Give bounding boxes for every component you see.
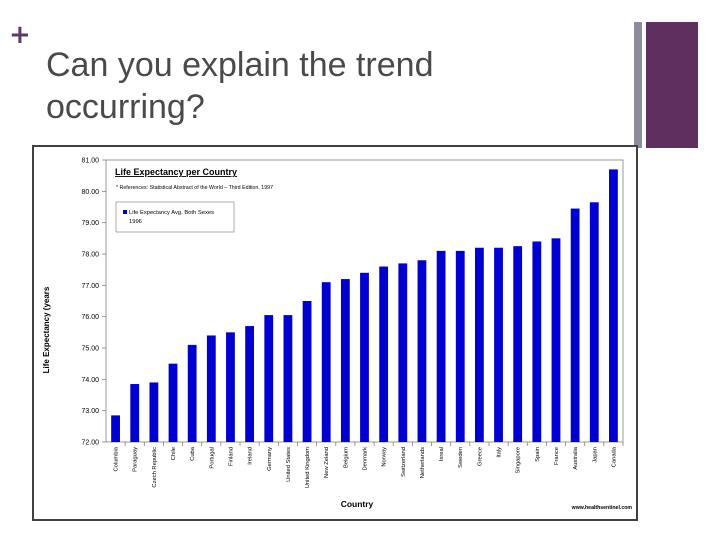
bar xyxy=(436,250,446,442)
bar xyxy=(513,246,523,442)
x-tick-label: Chile xyxy=(171,447,177,460)
x-tick-label: Sweden xyxy=(458,447,464,468)
x-tick-label: Spain xyxy=(535,447,541,462)
x-tick-label: Greece xyxy=(477,447,483,466)
y-tick-label: 80.00 xyxy=(81,189,99,196)
x-tick-label: Norway xyxy=(382,447,388,467)
bar xyxy=(532,241,542,442)
x-tick-label: Ireland xyxy=(248,447,254,465)
x-tick-label: Germany xyxy=(267,447,273,471)
chart-title: Life Expectancy per Country xyxy=(115,167,237,177)
x-tick-label: France xyxy=(554,447,560,465)
accent-bar-grey xyxy=(634,22,642,148)
x-tick-label: Czech Republic xyxy=(152,447,158,488)
x-tick-label: New Zeland xyxy=(324,447,330,478)
bar xyxy=(589,202,599,442)
legend-box xyxy=(115,201,235,233)
x-tick-label: Italy xyxy=(497,447,503,458)
y-tick-label: 74.00 xyxy=(81,377,99,384)
y-tick-label: 75.00 xyxy=(81,346,99,353)
x-tick-label: Japan xyxy=(592,447,598,463)
bar xyxy=(264,315,274,442)
legend-swatch xyxy=(123,210,127,214)
slide-title: Can you explain the trend occurring? xyxy=(46,46,434,126)
y-tick-label: 78.00 xyxy=(81,252,99,259)
x-tick-label: Singapore xyxy=(516,447,522,473)
chart-reference: * References: Statistical Abstract of th… xyxy=(116,185,273,191)
life-expectancy-chart: 72.00 73.00 74.00 75.00 76.00 77.00 78.00 79.00… xyxy=(42,158,633,512)
bar xyxy=(226,332,235,442)
bar xyxy=(206,335,216,442)
bar xyxy=(474,247,484,442)
bullet-plus: + xyxy=(9,20,31,50)
chart-x-labels: Columbia Paraguay Czech Republic Chile Cuba P… xyxy=(114,442,624,488)
x-tick-label: Denmark xyxy=(363,447,369,471)
bar xyxy=(609,169,618,442)
y-axis-label: Life Expectancy (years xyxy=(42,286,51,373)
x-tick-label: Netherlands xyxy=(420,447,426,478)
y-tick-label: 79.00 xyxy=(81,220,99,227)
chart-frame: 72.00 73.00 74.00 75.00 76.00 77.00 78.00 79.00… xyxy=(32,145,638,521)
chart-ticks: 72.00 73.00 74.00 75.00 76.00 77.00 78.00 79.00… xyxy=(81,158,106,447)
x-axis-label: Country xyxy=(341,499,374,509)
bar xyxy=(340,279,350,442)
bar xyxy=(321,282,331,442)
bar xyxy=(494,247,503,442)
bar xyxy=(283,315,293,442)
bar xyxy=(245,326,255,442)
bar xyxy=(360,272,369,442)
y-tick-label: 73.00 xyxy=(81,408,99,415)
bar xyxy=(417,260,427,442)
x-tick-label: Isreal xyxy=(439,447,445,461)
bar xyxy=(551,238,561,442)
bar xyxy=(570,208,580,442)
x-tick-label: Australia xyxy=(573,446,579,469)
bar xyxy=(111,415,120,442)
y-tick-label: 72.00 xyxy=(81,440,99,447)
chart-bars xyxy=(111,169,618,442)
legend-line2: 1996 xyxy=(129,219,142,225)
x-tick-label: Portugal xyxy=(209,447,215,469)
bar xyxy=(455,250,465,442)
x-tick-label: United Kingdom xyxy=(305,447,311,488)
x-tick-label: Belgium xyxy=(343,447,349,468)
x-tick-label: Columbia xyxy=(114,446,120,471)
source-label: www.healthsentinel.com xyxy=(571,505,633,511)
bar xyxy=(168,363,178,442)
y-tick-label: 76.00 xyxy=(81,314,99,321)
x-tick-label: Finland xyxy=(228,447,234,466)
bar xyxy=(187,344,197,442)
y-tick-label: 81.00 xyxy=(81,158,99,165)
x-tick-label: Cuba xyxy=(190,446,196,461)
bar xyxy=(302,301,312,442)
legend-line1: Life Expectancy Avg. Both Sexes xyxy=(129,210,214,216)
bar xyxy=(130,384,140,442)
bar xyxy=(379,266,389,442)
bar xyxy=(149,382,159,442)
x-tick-label: Canada xyxy=(611,446,617,467)
bar xyxy=(398,263,408,442)
y-tick-label: 77.00 xyxy=(81,283,99,290)
x-tick-label: United States xyxy=(286,447,292,482)
accent-block-purple xyxy=(646,22,698,148)
x-tick-label: Switzerland xyxy=(401,447,407,477)
x-tick-label: Paraguay xyxy=(133,447,139,472)
